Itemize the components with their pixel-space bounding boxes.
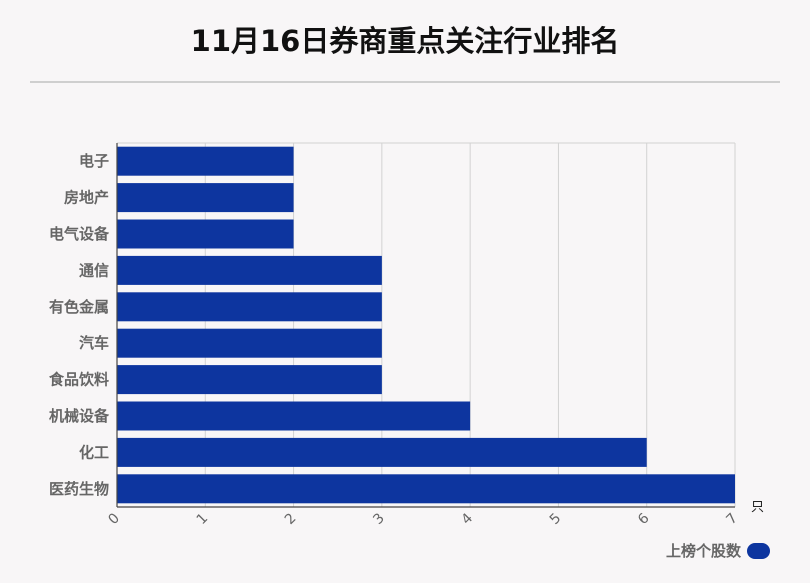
legend[interactable]: 上榜个股数 [666, 540, 770, 561]
x-unit-label: 只 [751, 500, 764, 515]
axes [116, 143, 735, 508]
category-label: 电子 [79, 152, 109, 170]
bar[interactable] [117, 255, 382, 285]
bar[interactable] [117, 365, 382, 395]
bar[interactable] [117, 183, 294, 213]
chart-title: 11月16日券商重点关注行业排名 [190, 24, 620, 58]
category-label: 房地产 [64, 189, 109, 207]
x-tick-labels: 0 1 2 3 4 5 6 7 [105, 510, 741, 528]
x-tick-label: 2 [282, 510, 300, 528]
x-tick-label: 6 [635, 510, 653, 528]
bar[interactable] [117, 146, 294, 176]
x-tick-label: 1 [194, 510, 212, 528]
x-tick-label: 5 [547, 510, 565, 528]
x-tick-label: 0 [105, 510, 123, 528]
category-label: 通信 [79, 261, 109, 279]
category-label: 医药生物 [49, 480, 109, 498]
legend-label: 上榜个股数 [665, 542, 741, 560]
bar[interactable] [117, 328, 382, 358]
category-label: 汽车 [79, 334, 109, 352]
title-divider [30, 81, 780, 83]
x-tick-label: 4 [459, 510, 477, 528]
category-label: 电气设备 [49, 225, 110, 243]
x-tick-label: 3 [370, 510, 388, 528]
category-label: 化工 [79, 443, 109, 461]
bar[interactable] [117, 219, 294, 249]
category-label: 食品饮料 [49, 371, 109, 389]
bar[interactable] [117, 437, 647, 467]
bar[interactable] [117, 292, 382, 322]
category-label: 机械设备 [49, 407, 110, 425]
bar[interactable] [117, 474, 735, 504]
x-tick-label: 7 [723, 510, 741, 528]
bars [117, 146, 735, 504]
bar[interactable] [117, 401, 471, 431]
legend-swatch [747, 542, 770, 559]
category-label: 有色金属 [49, 298, 109, 316]
